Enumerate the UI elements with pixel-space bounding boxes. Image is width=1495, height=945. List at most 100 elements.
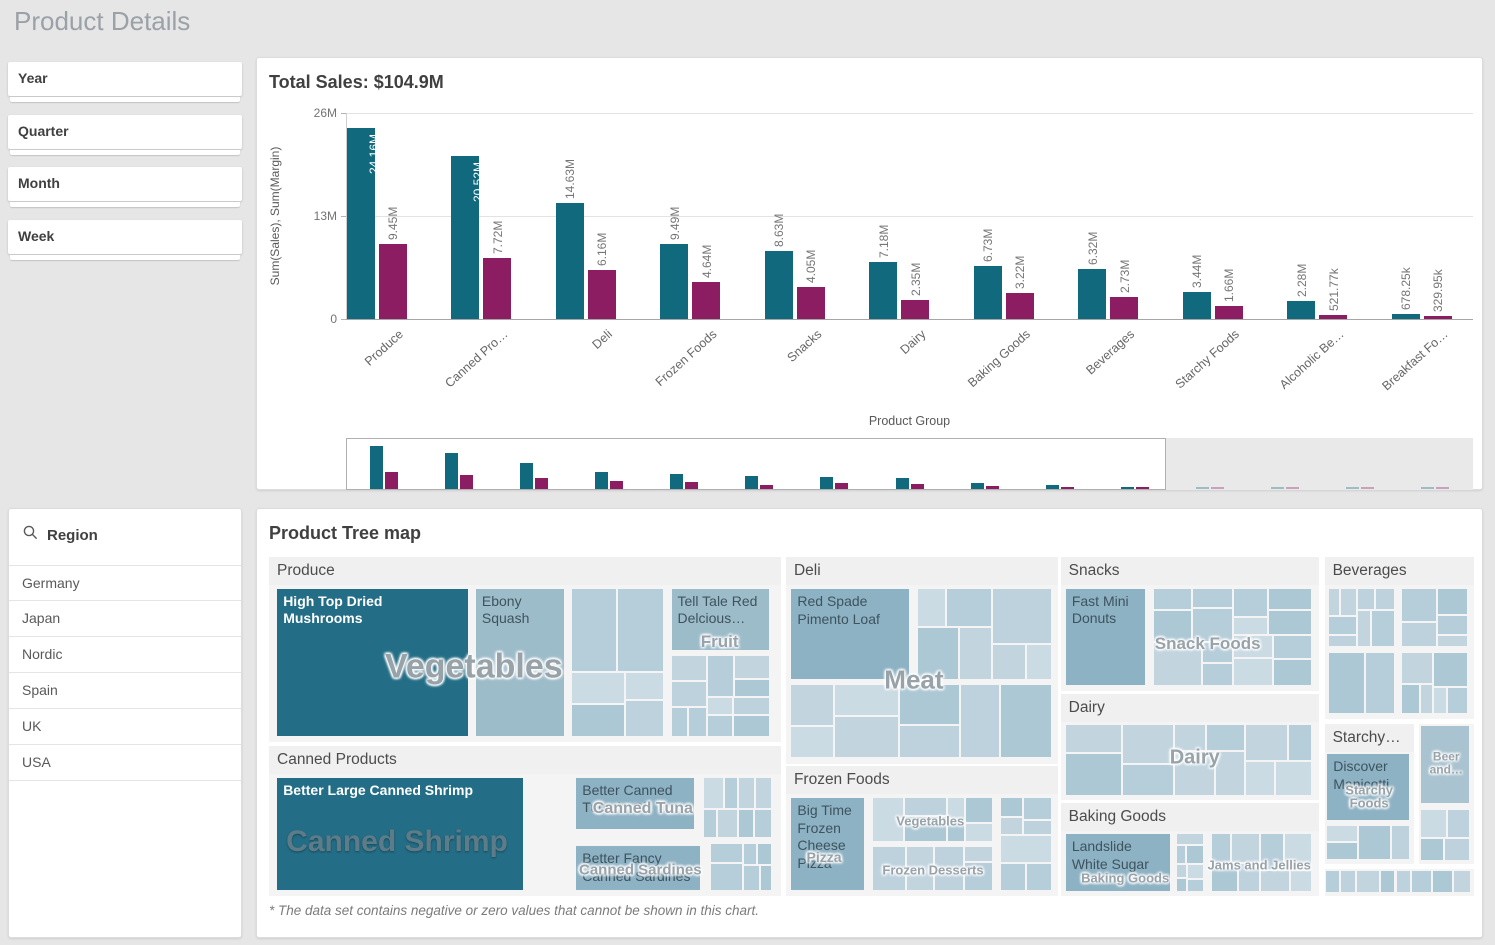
treemap-cell[interactable]: [755, 777, 771, 809]
treemap-cell[interactable]: [1392, 826, 1410, 860]
bar-sales[interactable]: [764, 250, 793, 319]
treemap-cell[interactable]: [755, 810, 771, 837]
x-tick-label[interactable]: Frozen Foods: [652, 327, 720, 390]
treemap-cell[interactable]: [1174, 751, 1214, 795]
x-tick-label[interactable]: Starchy Foods: [1172, 327, 1242, 392]
treemap-cell[interactable]: [1211, 863, 1237, 891]
bar-margin[interactable]: [1110, 297, 1138, 319]
treemap-cell[interactable]: [1215, 751, 1245, 795]
x-tick-label[interactable]: Produce: [361, 327, 406, 369]
treemap-cell[interactable]: [1233, 636, 1272, 657]
treemap-cell[interactable]: [738, 810, 754, 837]
treemap-cell[interactable]: [1268, 588, 1312, 610]
treemap-cell[interactable]: [1153, 643, 1201, 686]
treemap-cell[interactable]: [1402, 622, 1437, 646]
treemap-cell[interactable]: [733, 715, 769, 737]
treemap-cell[interactable]: [738, 777, 754, 809]
treemap-cell[interactable]: [1232, 834, 1259, 862]
treemap-cell[interactable]: [918, 627, 958, 679]
bar-margin[interactable]: [1005, 293, 1034, 319]
bar-margin[interactable]: [796, 286, 825, 319]
treemap-cell[interactable]: [1276, 761, 1312, 795]
treemap-cell[interactable]: [734, 680, 769, 697]
treemap-cell[interactable]: [1024, 820, 1051, 835]
treemap-cell[interactable]: [1358, 826, 1391, 860]
treemap-cell[interactable]: [1285, 834, 1312, 869]
treemap-cell[interactable]: [707, 698, 732, 714]
treemap-cell[interactable]: [625, 672, 664, 700]
treemap-cell[interactable]: [965, 863, 993, 890]
treemap-cell[interactable]: [1454, 870, 1471, 893]
bar-sales[interactable]: [451, 156, 479, 319]
treemap-cell[interactable]: [1402, 653, 1432, 683]
treemap-cell[interactable]: [1375, 589, 1395, 610]
treemap-cell[interactable]: [965, 798, 993, 822]
treemap-cell[interactable]: [1246, 761, 1275, 795]
treemap-cell[interactable]: [1174, 725, 1206, 750]
region-item-usa[interactable]: USA: [9, 745, 241, 781]
treemap-cell[interactable]: [873, 847, 905, 890]
treemap-cell[interactable]: [1445, 839, 1470, 860]
treemap-cell[interactable]: [1211, 834, 1230, 862]
x-tick-label[interactable]: Breakfast Fo…: [1379, 327, 1451, 394]
region-item-uk[interactable]: UK: [9, 709, 241, 745]
treemap-cell[interactable]: [1447, 809, 1470, 838]
treemap-cell[interactable]: [1202, 663, 1232, 686]
treemap-cell[interactable]: [1001, 836, 1051, 863]
treemap-cell[interactable]: Landslide White Sugar: [1065, 834, 1170, 891]
treemap-cell[interactable]: [1001, 685, 1051, 758]
treemap-cell[interactable]: [1421, 809, 1446, 838]
treemap-cell[interactable]: [1192, 608, 1232, 642]
bar-margin[interactable]: [901, 300, 929, 319]
treemap-cell[interactable]: [1433, 687, 1447, 713]
bar-margin[interactable]: [692, 282, 720, 319]
treemap-cell[interactable]: Better Fancy Canned Sardines: [576, 846, 700, 891]
treemap-cell[interactable]: [1260, 834, 1284, 869]
treemap-cell[interactable]: Better Large Canned Shrimp: [277, 777, 524, 891]
treemap-cell[interactable]: [1238, 863, 1259, 891]
treemap-cell[interactable]: [1122, 725, 1173, 763]
treemap-cell[interactable]: [791, 726, 833, 758]
treemap-cell[interactable]: [965, 847, 993, 862]
treemap-cell[interactable]: [671, 707, 688, 737]
treemap-cell[interactable]: [1438, 635, 1468, 646]
treemap-cell[interactable]: [1202, 643, 1232, 662]
treemap-cell[interactable]: [1176, 879, 1186, 891]
search-icon[interactable]: [23, 525, 38, 545]
treemap-cell[interactable]: [948, 822, 964, 842]
treemap-cell[interactable]: [1329, 636, 1356, 646]
treemap-cell[interactable]: [1290, 870, 1312, 891]
region-item-japan[interactable]: Japan: [9, 601, 241, 637]
treemap-cell[interactable]: [1176, 834, 1204, 844]
treemap-cell[interactable]: [1027, 645, 1051, 679]
treemap-cell[interactable]: [744, 843, 757, 865]
treemap-cell[interactable]: [572, 705, 624, 737]
treemap-cell[interactable]: [572, 588, 616, 671]
treemap-cell[interactable]: [906, 847, 933, 890]
treemap-cell[interactable]: [1438, 615, 1468, 634]
treemap-cell[interactable]: [704, 777, 723, 809]
treemap-cell[interactable]: [1001, 864, 1026, 890]
treemap-cell[interactable]: [707, 655, 733, 697]
x-tick-label[interactable]: Beverages: [1083, 327, 1138, 378]
bar-margin[interactable]: [587, 270, 616, 319]
x-tick-label[interactable]: Canned Pro…: [442, 327, 511, 391]
treemap-cell[interactable]: [671, 682, 706, 706]
bar-sales[interactable]: [1287, 300, 1315, 319]
treemap-cell[interactable]: [1065, 725, 1121, 752]
treemap-cell[interactable]: [948, 798, 964, 821]
treemap-cell[interactable]: [1396, 870, 1410, 893]
treemap-cell[interactable]: High Top Dried Mushrooms: [277, 588, 468, 737]
treemap-cell[interactable]: [959, 627, 991, 679]
treemap-cell[interactable]: [1357, 589, 1374, 610]
treemap-cell[interactable]: [1027, 864, 1051, 890]
filter-box-month[interactable]: Month: [8, 167, 242, 201]
treemap-cell[interactable]: [1438, 589, 1468, 614]
treemap-cell[interactable]: [1357, 611, 1370, 646]
bar-sales[interactable]: [1391, 313, 1420, 319]
treemap-cell[interactable]: [834, 717, 899, 758]
treemap-cell[interactable]: [1329, 653, 1364, 713]
treemap-cell[interactable]: [965, 823, 993, 842]
treemap-cell[interactable]: [711, 843, 743, 863]
treemap-cell[interactable]: [1380, 870, 1395, 893]
